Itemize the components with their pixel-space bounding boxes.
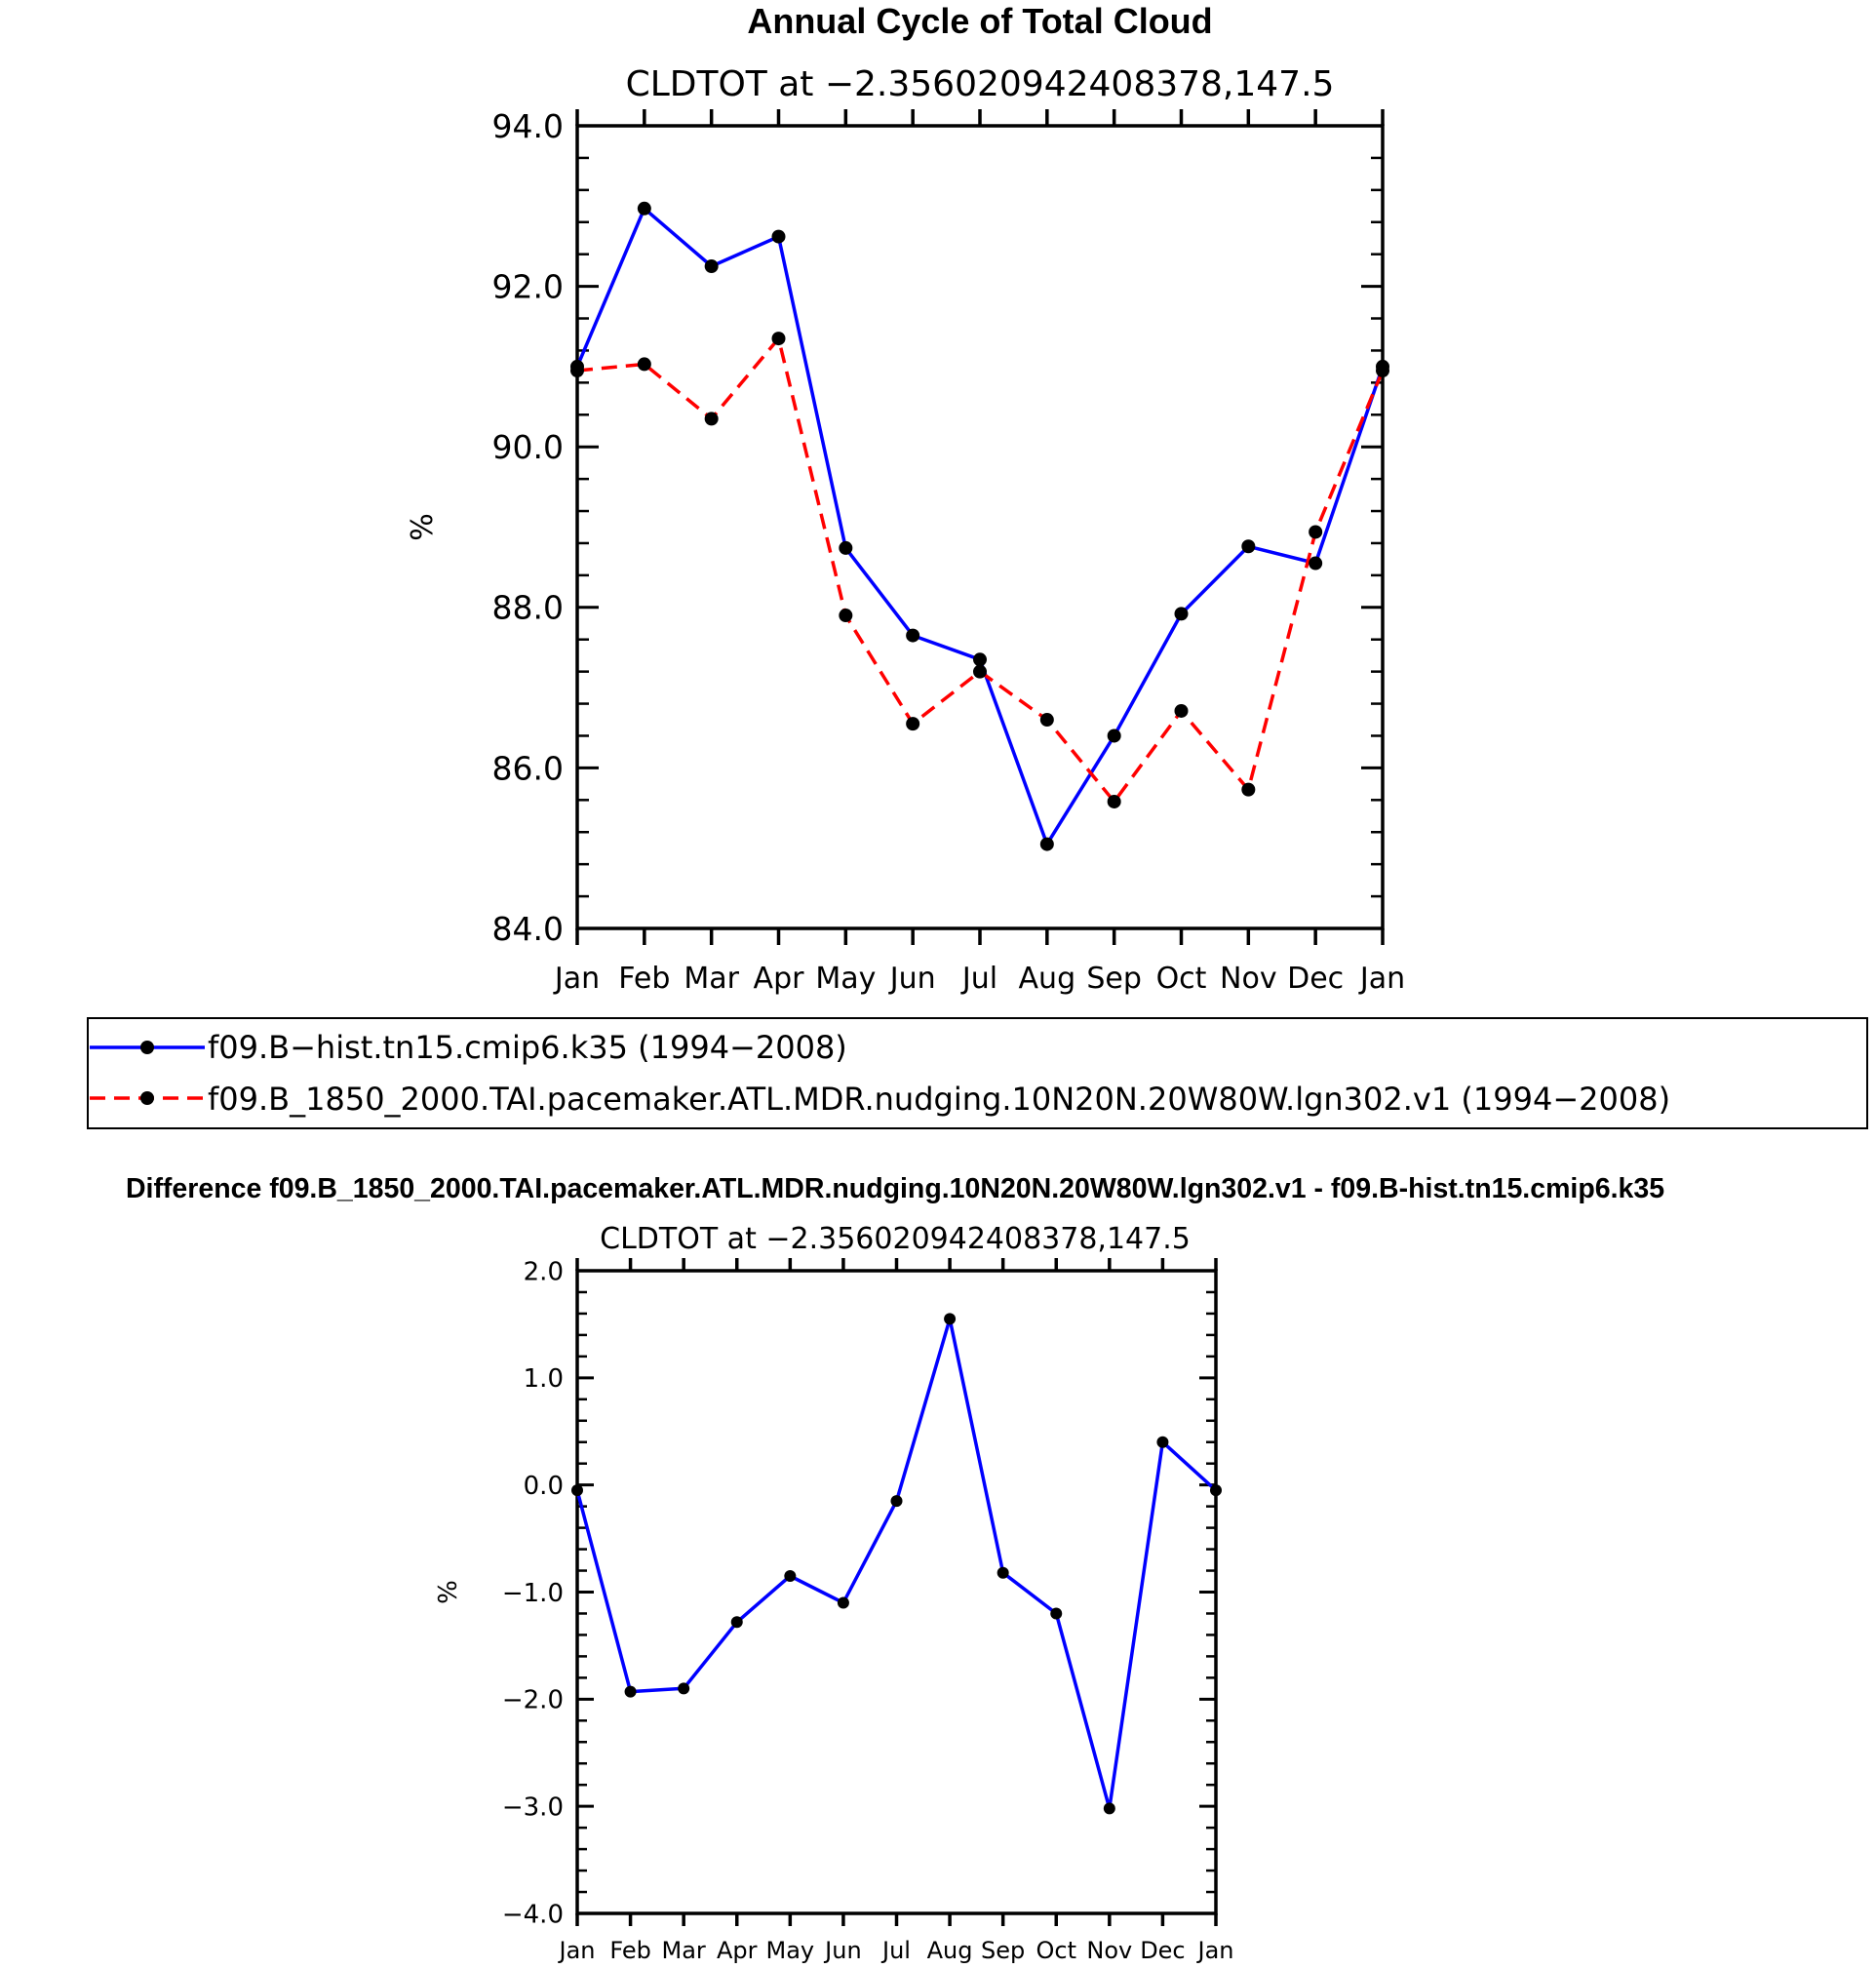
bottom-ytick-label: 0.0	[524, 1472, 564, 1501]
top-series-1-point	[637, 201, 651, 216]
top-series-1-point	[973, 652, 987, 667]
bottom-ytick-label: −3.0	[502, 1793, 564, 1823]
bottom-series-1-point	[1103, 1802, 1115, 1815]
top-series-1-point	[906, 628, 920, 643]
top-ytick-label: 90.0	[492, 428, 564, 466]
bottom-ytick-label: 1.0	[524, 1364, 564, 1394]
bottom-xtick-label: Jun	[823, 1937, 862, 1964]
bottom-series-1-point	[944, 1313, 957, 1325]
top-series-1-point	[1241, 539, 1256, 554]
top-ytick-label: 86.0	[492, 749, 564, 787]
bottom-series-1-point	[890, 1495, 903, 1508]
top-series-2-point	[906, 717, 920, 731]
top-chart-subtitle: CLDTOT at −2.356020942408378,147.5	[626, 64, 1335, 104]
top-chart-title: Annual Cycle of Total Cloud	[747, 1, 1212, 41]
bottom-series-1-point	[624, 1685, 637, 1698]
bottom-plot-frame	[575, 1269, 1218, 1915]
bottom-series-1-point	[837, 1596, 849, 1609]
top-series-1-line	[575, 207, 1385, 847]
legend-marker-series-1	[140, 1041, 154, 1054]
top-xtick-label: Nov	[1220, 962, 1277, 996]
legend-frame	[87, 1017, 1868, 1129]
top-series-1-point	[1039, 837, 1054, 851]
top-xtick-label: Aug	[1019, 962, 1076, 996]
bottom-series-1-point	[678, 1682, 690, 1695]
top-series-2-line	[576, 336, 1385, 804]
top-chart: 94.0 92.0 90.0 88.0 86.0 84.0 Jan Feb Mar Apr May J…	[406, 107, 1405, 996]
top-series-2-point	[771, 332, 786, 346]
top-ytick-label: 94.0	[492, 107, 564, 145]
top-xtick-label: Jan	[553, 962, 600, 996]
bottom-chart-subtitle: CLDTOT at −2.356020942408378,147.5	[600, 1222, 1191, 1256]
bottom-series-1-point	[784, 1570, 797, 1583]
bottom-xtick-label: Jan	[558, 1937, 596, 1964]
bottom-xtick-label: Aug	[927, 1937, 973, 1964]
bottom-series-1-point	[730, 1616, 743, 1629]
bottom-xtick-label: Nov	[1086, 1937, 1132, 1964]
top-series-1-point	[704, 259, 719, 274]
bottom-ytick-label: −4.0	[502, 1900, 564, 1929]
top-series-2-point	[1174, 703, 1189, 718]
bottom-chart-title: Difference f09.B_1850_2000.TAI.pacemaker…	[126, 1173, 1664, 1204]
bottom-xtick-label: Mar	[662, 1937, 706, 1964]
top-series-2-point	[1241, 782, 1256, 797]
bottom-xtick-label: Sep	[981, 1937, 1025, 1964]
bottom-xtick-label: Oct	[1036, 1937, 1077, 1964]
legend-label-series-2: f09.B_1850_2000.TAI.pacemaker.ATL.MDR.nu…	[208, 1081, 1670, 1118]
top-xtick-label: Feb	[618, 962, 670, 996]
bottom-ytick-label: −2.0	[502, 1686, 564, 1715]
top-xtick-label: Sep	[1086, 962, 1142, 996]
bottom-xtick-label: Jan	[1196, 1937, 1234, 1964]
top-series-2-point	[1376, 364, 1389, 378]
top-xtick-label: Jun	[888, 962, 936, 996]
bottom-series-1-point	[1050, 1607, 1063, 1620]
top-series-2-point	[570, 364, 584, 378]
top-plot-frame	[575, 124, 1385, 930]
bottom-ytick-label: −1.0	[502, 1579, 564, 1608]
top-series-2-point	[1107, 794, 1121, 808]
top-series-2-point	[637, 357, 651, 372]
top-ytick-label: 92.0	[492, 267, 564, 305]
top-xtick-label: Oct	[1156, 962, 1207, 996]
bottom-ytick-label: 2.0	[524, 1257, 564, 1286]
top-series-1-point	[1174, 607, 1189, 621]
top-series-1-point	[1309, 556, 1323, 571]
bottom-series-1-point	[997, 1566, 1009, 1579]
legend-label-series-1: f09.B−hist.tn15.cmip6.k35 (1994−2008)	[208, 1029, 847, 1066]
top-xtick-label: Jan	[1358, 962, 1405, 996]
top-xtick-label: Dec	[1287, 962, 1344, 996]
top-series-2-point	[973, 664, 987, 679]
top-series-2-point	[704, 412, 719, 426]
bottom-series-1-line	[575, 1317, 1218, 1811]
legend: f09.B−hist.tn15.cmip6.k35 (1994−2008) f0…	[87, 1017, 1868, 1129]
top-series-1-point	[839, 540, 853, 555]
bottom-xtick-label: Jul	[880, 1937, 911, 1964]
bottom-xtick-label: Feb	[609, 1937, 651, 1964]
bottom-xtick-label: May	[766, 1937, 815, 1964]
top-ytick-label: 84.0	[492, 910, 564, 948]
legend-marker-series-2	[140, 1091, 154, 1105]
top-xtick-label: May	[815, 962, 876, 996]
top-ytick-label: 88.0	[492, 589, 564, 627]
bottom-xtick-label: Dec	[1140, 1937, 1185, 1964]
top-series-2-point	[1039, 713, 1054, 728]
top-series-2-point	[1309, 525, 1323, 539]
top-series-2-point	[839, 609, 853, 623]
top-xtick-label: Apr	[754, 962, 805, 996]
bottom-chart: 2.0 1.0 0.0 −1.0 −2.0 −3.0 −4.0 Jan Feb Mar Apr May…	[434, 1257, 1234, 1964]
bottom-series-1-point	[1210, 1484, 1222, 1497]
bottom-xtick-label: Apr	[717, 1937, 758, 1964]
top-series-1-point	[771, 229, 786, 244]
bottom-y-axis-label: %	[434, 1580, 463, 1604]
top-series-1-point	[1107, 729, 1121, 743]
top-y-axis-label: %	[406, 513, 440, 541]
bottom-series-1-point	[1156, 1436, 1169, 1448]
top-xtick-label: Mar	[684, 962, 739, 996]
bottom-series-1-point	[571, 1484, 583, 1497]
top-xtick-label: Jul	[960, 962, 997, 996]
